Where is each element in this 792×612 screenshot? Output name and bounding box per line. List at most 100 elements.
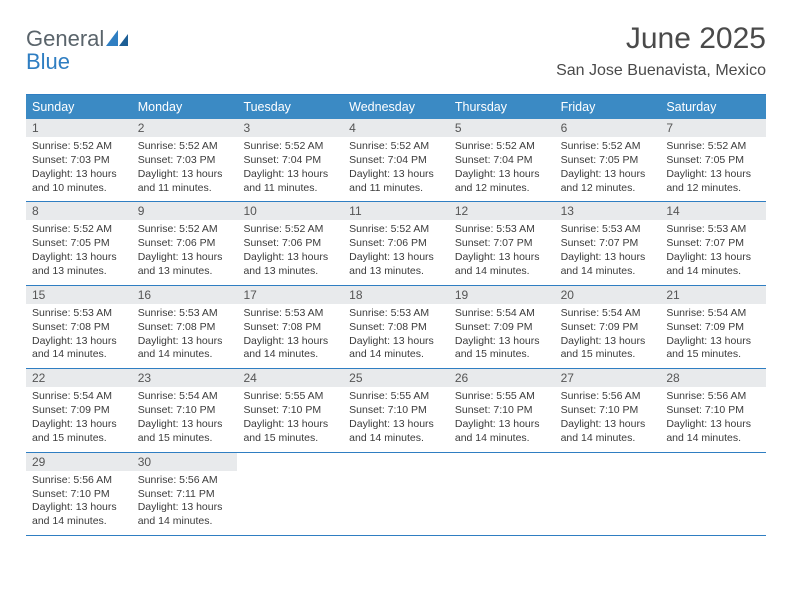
- empty-cell: [343, 453, 449, 535]
- day-cell: 7Sunrise: 5:52 AMSunset: 7:05 PMDaylight…: [660, 119, 766, 201]
- calendar-grid: SundayMondayTuesdayWednesdayThursdayFrid…: [26, 94, 766, 536]
- day-number: 6: [555, 119, 661, 137]
- day-number: 12: [449, 202, 555, 220]
- day-number: 24: [237, 369, 343, 387]
- sunrise-line: Sunrise: 5:52 AM: [561, 140, 655, 154]
- daylight-line: Daylight: 13 hours and 14 minutes.: [32, 335, 126, 363]
- day-cell: 2Sunrise: 5:52 AMSunset: 7:03 PMDaylight…: [132, 119, 238, 201]
- sunrise-line: Sunrise: 5:54 AM: [32, 390, 126, 404]
- logo-word-blue: Blue: [26, 49, 70, 74]
- brand-logo: General Blue: [26, 28, 130, 74]
- sunset-line: Sunset: 7:04 PM: [243, 154, 337, 168]
- week-row: 29Sunrise: 5:56 AMSunset: 7:10 PMDayligh…: [26, 453, 766, 536]
- day-details: Sunrise: 5:52 AMSunset: 7:06 PMDaylight:…: [343, 220, 449, 284]
- day-details: Sunrise: 5:54 AMSunset: 7:09 PMDaylight:…: [555, 304, 661, 368]
- weekday-header: Monday: [132, 95, 238, 119]
- sunset-line: Sunset: 7:07 PM: [455, 237, 549, 251]
- sunset-line: Sunset: 7:09 PM: [561, 321, 655, 335]
- empty-cell: [237, 453, 343, 535]
- title-block: June 2025 San Jose Buenavista, Mexico: [556, 22, 766, 80]
- daylight-line: Daylight: 13 hours and 14 minutes.: [138, 501, 232, 529]
- day-details: Sunrise: 5:55 AMSunset: 7:10 PMDaylight:…: [343, 387, 449, 451]
- sunrise-line: Sunrise: 5:54 AM: [666, 307, 760, 321]
- day-number: 27: [555, 369, 661, 387]
- day-cell: 22Sunrise: 5:54 AMSunset: 7:09 PMDayligh…: [26, 369, 132, 451]
- sunrise-line: Sunrise: 5:53 AM: [32, 307, 126, 321]
- sunset-line: Sunset: 7:07 PM: [666, 237, 760, 251]
- day-details: Sunrise: 5:54 AMSunset: 7:09 PMDaylight:…: [26, 387, 132, 451]
- sunrise-line: Sunrise: 5:52 AM: [138, 223, 232, 237]
- sunset-line: Sunset: 7:08 PM: [138, 321, 232, 335]
- sunrise-line: Sunrise: 5:52 AM: [349, 140, 443, 154]
- logo-word-general: General: [26, 26, 104, 51]
- day-number: 3: [237, 119, 343, 137]
- day-details: Sunrise: 5:53 AMSunset: 7:08 PMDaylight:…: [343, 304, 449, 368]
- sunset-line: Sunset: 7:08 PM: [243, 321, 337, 335]
- sunset-line: Sunset: 7:09 PM: [455, 321, 549, 335]
- day-details: Sunrise: 5:56 AMSunset: 7:10 PMDaylight:…: [660, 387, 766, 451]
- day-number: 18: [343, 286, 449, 304]
- week-row: 22Sunrise: 5:54 AMSunset: 7:09 PMDayligh…: [26, 369, 766, 452]
- day-number: 10: [237, 202, 343, 220]
- day-cell: 13Sunrise: 5:53 AMSunset: 7:07 PMDayligh…: [555, 202, 661, 284]
- day-details: Sunrise: 5:52 AMSunset: 7:06 PMDaylight:…: [237, 220, 343, 284]
- week-row: 1Sunrise: 5:52 AMSunset: 7:03 PMDaylight…: [26, 119, 766, 202]
- sunrise-line: Sunrise: 5:52 AM: [243, 140, 337, 154]
- day-details: Sunrise: 5:54 AMSunset: 7:10 PMDaylight:…: [132, 387, 238, 451]
- day-details: Sunrise: 5:56 AMSunset: 7:10 PMDaylight:…: [26, 471, 132, 535]
- sunset-line: Sunset: 7:10 PM: [243, 404, 337, 418]
- sunset-line: Sunset: 7:10 PM: [666, 404, 760, 418]
- day-number: 8: [26, 202, 132, 220]
- sunset-line: Sunset: 7:07 PM: [561, 237, 655, 251]
- day-number: 22: [26, 369, 132, 387]
- sunset-line: Sunset: 7:10 PM: [138, 404, 232, 418]
- sunrise-line: Sunrise: 5:52 AM: [32, 223, 126, 237]
- sunset-line: Sunset: 7:06 PM: [349, 237, 443, 251]
- day-cell: 14Sunrise: 5:53 AMSunset: 7:07 PMDayligh…: [660, 202, 766, 284]
- daylight-line: Daylight: 13 hours and 14 minutes.: [32, 501, 126, 529]
- sunrise-line: Sunrise: 5:53 AM: [138, 307, 232, 321]
- day-number: 28: [660, 369, 766, 387]
- sunset-line: Sunset: 7:11 PM: [138, 488, 232, 502]
- day-cell: 6Sunrise: 5:52 AMSunset: 7:05 PMDaylight…: [555, 119, 661, 201]
- sunrise-line: Sunrise: 5:52 AM: [666, 140, 760, 154]
- sunrise-line: Sunrise: 5:56 AM: [666, 390, 760, 404]
- day-cell: 29Sunrise: 5:56 AMSunset: 7:10 PMDayligh…: [26, 453, 132, 535]
- day-number: 20: [555, 286, 661, 304]
- day-cell: 18Sunrise: 5:53 AMSunset: 7:08 PMDayligh…: [343, 286, 449, 368]
- sunset-line: Sunset: 7:10 PM: [32, 488, 126, 502]
- weekday-header: Tuesday: [237, 95, 343, 119]
- weekday-header: Friday: [555, 95, 661, 119]
- daylight-line: Daylight: 13 hours and 15 minutes.: [138, 418, 232, 446]
- day-cell: 11Sunrise: 5:52 AMSunset: 7:06 PMDayligh…: [343, 202, 449, 284]
- daylight-line: Daylight: 13 hours and 12 minutes.: [561, 168, 655, 196]
- daylight-line: Daylight: 13 hours and 14 minutes.: [561, 418, 655, 446]
- sunrise-line: Sunrise: 5:52 AM: [138, 140, 232, 154]
- day-number: 26: [449, 369, 555, 387]
- day-number: 17: [237, 286, 343, 304]
- sunrise-line: Sunrise: 5:53 AM: [561, 223, 655, 237]
- sunrise-line: Sunrise: 5:55 AM: [455, 390, 549, 404]
- daylight-line: Daylight: 13 hours and 15 minutes.: [455, 335, 549, 363]
- day-number: 19: [449, 286, 555, 304]
- day-cell: 3Sunrise: 5:52 AMSunset: 7:04 PMDaylight…: [237, 119, 343, 201]
- sunrise-line: Sunrise: 5:54 AM: [455, 307, 549, 321]
- day-cell: 5Sunrise: 5:52 AMSunset: 7:04 PMDaylight…: [449, 119, 555, 201]
- day-details: Sunrise: 5:52 AMSunset: 7:05 PMDaylight:…: [26, 220, 132, 284]
- day-cell: 28Sunrise: 5:56 AMSunset: 7:10 PMDayligh…: [660, 369, 766, 451]
- day-number: 29: [26, 453, 132, 471]
- day-cell: 9Sunrise: 5:52 AMSunset: 7:06 PMDaylight…: [132, 202, 238, 284]
- sunrise-line: Sunrise: 5:54 AM: [138, 390, 232, 404]
- daylight-line: Daylight: 13 hours and 14 minutes.: [138, 335, 232, 363]
- day-number: 14: [660, 202, 766, 220]
- day-number: 4: [343, 119, 449, 137]
- sunrise-line: Sunrise: 5:56 AM: [32, 474, 126, 488]
- day-details: Sunrise: 5:56 AMSunset: 7:11 PMDaylight:…: [132, 471, 238, 535]
- daylight-line: Daylight: 13 hours and 15 minutes.: [666, 335, 760, 363]
- sunset-line: Sunset: 7:04 PM: [455, 154, 549, 168]
- weekday-header-row: SundayMondayTuesdayWednesdayThursdayFrid…: [26, 95, 766, 119]
- day-cell: 25Sunrise: 5:55 AMSunset: 7:10 PMDayligh…: [343, 369, 449, 451]
- day-number: 1: [26, 119, 132, 137]
- day-number: 7: [660, 119, 766, 137]
- day-details: Sunrise: 5:52 AMSunset: 7:06 PMDaylight:…: [132, 220, 238, 284]
